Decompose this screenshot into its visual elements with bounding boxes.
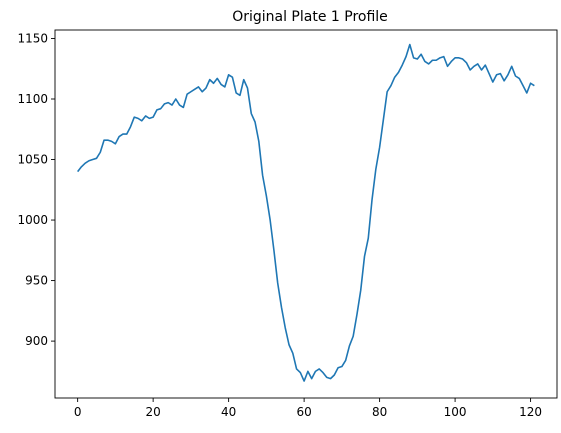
series-line-0: [77, 43, 535, 382]
y-tick-label: 1150: [17, 31, 48, 45]
y-tick-label: 950: [25, 274, 48, 288]
plot-area: [77, 43, 535, 382]
axes-frame: [54, 29, 558, 399]
x-tick-label: 80: [372, 405, 387, 419]
x-tick-label: 120: [519, 405, 542, 419]
y-tick-label: 1100: [17, 92, 48, 106]
x-tick-label: 60: [296, 405, 311, 419]
x-tick-label: 100: [444, 405, 467, 419]
y-tick-label: 900: [25, 334, 48, 348]
x-tick-label: 40: [221, 405, 236, 419]
y-tick-label: 1000: [17, 213, 48, 227]
x-tick-label: 20: [145, 405, 160, 419]
x-tick-label: 0: [74, 405, 82, 419]
chart-title: Original Plate 1 Profile: [232, 9, 388, 25]
y-tick-label: 1050: [17, 153, 48, 167]
axes: 0 20 40 60 80 100 120 900 950 1000 1050 1100 1150: [17, 29, 558, 419]
